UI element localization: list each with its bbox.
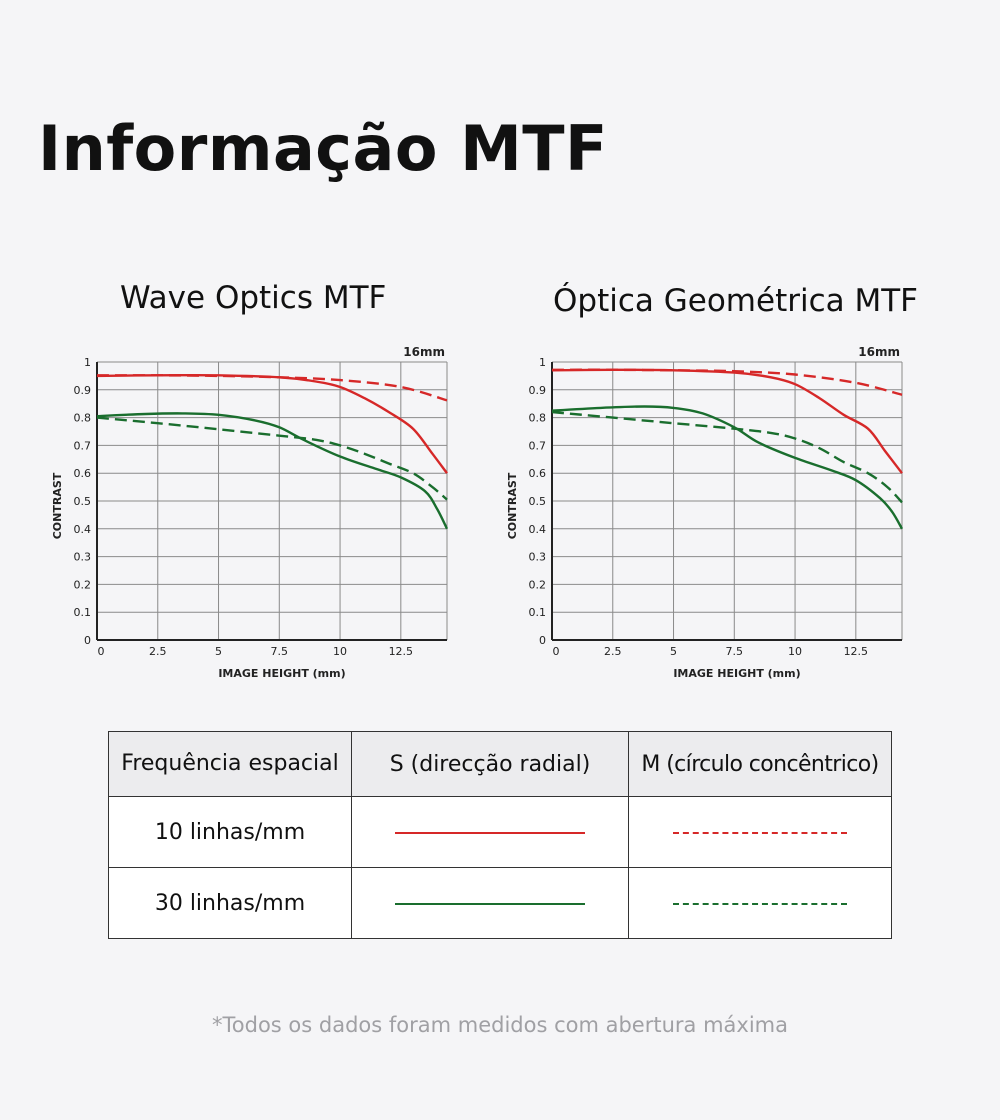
x-tick-label: 10 xyxy=(788,645,802,658)
y-tick-label: 0.8 xyxy=(74,412,92,425)
y-tick-label: 0 xyxy=(84,634,91,647)
m30-dashed-line-sample xyxy=(673,902,847,905)
y-tick-label: 0.4 xyxy=(74,523,92,536)
legend-line-m30 xyxy=(628,867,892,939)
legend-row-30: 30 linhas/mm xyxy=(108,867,892,939)
y-axis-label: CONTRAST xyxy=(51,472,64,539)
y-tick-label: 0.2 xyxy=(74,578,92,591)
y-tick-label: 0 xyxy=(539,634,546,647)
x-tick-label: 7.5 xyxy=(271,645,289,658)
x-axis-label: IMAGE HEIGHT (mm) xyxy=(673,667,800,680)
x-tick-label: 2.5 xyxy=(604,645,622,658)
x-axis-label: IMAGE HEIGHT (mm) xyxy=(218,667,345,680)
focal-length-label: 16mm xyxy=(858,345,900,359)
y-tick-label: 0.5 xyxy=(74,495,92,508)
focal-length-label: 16mm xyxy=(403,345,445,359)
y-tick-label: 0.7 xyxy=(74,439,92,452)
legend-line-s30 xyxy=(351,867,629,939)
s30-solid-line-sample xyxy=(395,902,585,905)
y-tick-label: 0.3 xyxy=(529,551,547,564)
footnote: *Todos os dados foram medidos com abertu… xyxy=(212,1013,788,1037)
header-m-concentric: M (círculo concêntrico) xyxy=(628,731,892,797)
legend-row-10: 10 linhas/mm xyxy=(108,796,892,868)
x-tick-label: 12.5 xyxy=(389,645,414,658)
series-line-m10 xyxy=(551,368,903,396)
series-line-s10 xyxy=(551,368,903,474)
page-title: Informação MTF xyxy=(38,112,608,185)
y-axis-label: CONTRAST xyxy=(506,472,519,539)
chart-title-wave-optics: Wave Optics MTF xyxy=(120,280,387,316)
y-tick-label: 0.1 xyxy=(529,606,547,619)
s10-solid-line-sample xyxy=(395,831,585,834)
y-tick-label: 0.7 xyxy=(529,439,547,452)
y-tick-label: 0.6 xyxy=(74,467,92,480)
row-label-10: 10 linhas/mm xyxy=(108,796,352,868)
series-line-s30 xyxy=(96,412,449,530)
series-line-m30 xyxy=(551,410,903,504)
legend-line-m10 xyxy=(628,796,892,868)
legend-table: Frequência espacial S (direcção radial) … xyxy=(108,731,892,939)
header-s-radial: S (direcção radial) xyxy=(351,731,629,797)
series-line-m30 xyxy=(96,416,448,501)
y-tick-label: 0.2 xyxy=(529,578,547,591)
x-tick-label: 12.5 xyxy=(844,645,869,658)
y-tick-label: 0.8 xyxy=(529,412,547,425)
y-tick-label: 0.6 xyxy=(529,467,547,480)
x-tick-label: 5 xyxy=(215,645,222,658)
mtf-chart-geometric-optics: 00.10.20.30.40.50.60.70.80.910 2.5 5 7.5 10 1… xyxy=(506,345,904,680)
mtf-chart-wave-optics: 00.10.20.30.40.50.60.70.80.910 2.5 5 7.5 10 1… xyxy=(51,345,449,680)
x-tick-label: 0 xyxy=(553,645,560,658)
series-line-m10 xyxy=(97,374,448,402)
legend-line-s10 xyxy=(351,796,629,868)
y-tick-label: 1 xyxy=(84,356,91,369)
x-tick-label: 10 xyxy=(333,645,347,658)
row-label-30: 30 linhas/mm xyxy=(108,867,352,939)
y-tick-label: 0.4 xyxy=(529,523,547,536)
m10-dashed-line-sample xyxy=(673,831,847,834)
x-tick-label: 0 xyxy=(98,645,105,658)
series-line-s30 xyxy=(551,405,904,530)
y-tick-label: 0.5 xyxy=(529,495,547,508)
x-tick-label: 7.5 xyxy=(726,645,744,658)
y-tick-label: 0.9 xyxy=(74,384,92,397)
series-line-s10 xyxy=(96,373,448,474)
y-tick-label: 0.3 xyxy=(74,551,92,564)
legend-header-row: Frequência espacial S (direcção radial) … xyxy=(108,731,892,797)
x-tick-label: 2.5 xyxy=(149,645,167,658)
y-tick-label: 0.9 xyxy=(529,384,547,397)
y-tick-label: 1 xyxy=(539,356,546,369)
x-tick-label: 5 xyxy=(670,645,677,658)
y-tick-label: 0.1 xyxy=(74,606,92,619)
chart-title-geometric-optics: Óptica Geométrica MTF xyxy=(553,283,918,319)
header-spatial-frequency: Frequência espacial xyxy=(108,731,352,797)
